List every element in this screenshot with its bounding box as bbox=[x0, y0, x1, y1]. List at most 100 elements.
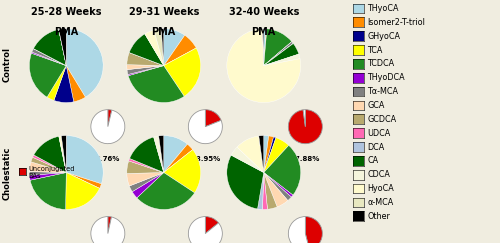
Wedge shape bbox=[164, 48, 200, 96]
Wedge shape bbox=[227, 155, 264, 209]
Wedge shape bbox=[306, 217, 322, 243]
Wedge shape bbox=[188, 110, 222, 144]
Wedge shape bbox=[264, 138, 288, 173]
Wedge shape bbox=[108, 110, 112, 127]
Wedge shape bbox=[62, 136, 66, 173]
Text: Tα-MCA: Tα-MCA bbox=[368, 87, 398, 96]
Wedge shape bbox=[47, 66, 66, 100]
Wedge shape bbox=[58, 29, 66, 66]
Wedge shape bbox=[303, 110, 306, 127]
Text: Control: Control bbox=[2, 47, 12, 82]
Text: PMA: PMA bbox=[252, 27, 276, 37]
Wedge shape bbox=[128, 66, 184, 103]
Wedge shape bbox=[264, 43, 294, 66]
Wedge shape bbox=[264, 29, 267, 66]
Text: CA: CA bbox=[368, 156, 378, 165]
Wedge shape bbox=[32, 155, 66, 173]
Text: 18.95%: 18.95% bbox=[190, 156, 220, 162]
Wedge shape bbox=[288, 217, 310, 243]
Wedge shape bbox=[264, 42, 294, 66]
Wedge shape bbox=[31, 157, 66, 173]
Wedge shape bbox=[34, 49, 66, 66]
Text: Unconjugated: Unconjugated bbox=[28, 166, 74, 172]
Wedge shape bbox=[264, 173, 293, 197]
Wedge shape bbox=[128, 158, 164, 173]
Text: GHyoCA: GHyoCA bbox=[368, 32, 400, 41]
Text: 29-31 Weeks: 29-31 Weeks bbox=[128, 7, 199, 17]
Wedge shape bbox=[258, 173, 264, 209]
Wedge shape bbox=[34, 155, 66, 173]
Wedge shape bbox=[164, 150, 192, 173]
Wedge shape bbox=[32, 49, 66, 66]
Text: 25-28 Weeks: 25-28 Weeks bbox=[31, 7, 102, 17]
Wedge shape bbox=[158, 136, 164, 173]
Text: GCA: GCA bbox=[368, 101, 385, 110]
Text: CDCA: CDCA bbox=[368, 170, 390, 179]
Wedge shape bbox=[30, 172, 66, 175]
Wedge shape bbox=[34, 49, 66, 66]
Wedge shape bbox=[264, 145, 300, 195]
Text: PMA: PMA bbox=[152, 27, 176, 37]
Wedge shape bbox=[264, 29, 292, 66]
Wedge shape bbox=[34, 49, 66, 66]
Wedge shape bbox=[59, 136, 66, 173]
Wedge shape bbox=[66, 29, 103, 97]
Wedge shape bbox=[127, 161, 164, 174]
Wedge shape bbox=[264, 43, 299, 66]
Wedge shape bbox=[137, 173, 194, 209]
Wedge shape bbox=[227, 29, 300, 103]
Wedge shape bbox=[66, 173, 102, 188]
Wedge shape bbox=[264, 136, 274, 173]
Wedge shape bbox=[32, 52, 66, 66]
Wedge shape bbox=[129, 52, 164, 66]
Wedge shape bbox=[288, 110, 322, 144]
Wedge shape bbox=[158, 136, 164, 173]
Wedge shape bbox=[128, 66, 164, 76]
Wedge shape bbox=[66, 173, 100, 188]
Wedge shape bbox=[34, 29, 66, 66]
Wedge shape bbox=[158, 136, 164, 173]
Text: DCA: DCA bbox=[368, 142, 385, 152]
Wedge shape bbox=[206, 217, 218, 234]
Wedge shape bbox=[66, 173, 100, 209]
Text: 32-40 Weeks: 32-40 Weeks bbox=[228, 7, 299, 17]
Wedge shape bbox=[129, 52, 164, 66]
Text: THyoCA: THyoCA bbox=[368, 4, 399, 13]
Wedge shape bbox=[264, 136, 268, 173]
Wedge shape bbox=[264, 173, 288, 207]
Wedge shape bbox=[262, 173, 268, 209]
Wedge shape bbox=[127, 65, 164, 70]
Text: HyoCA: HyoCA bbox=[368, 184, 394, 193]
Wedge shape bbox=[108, 217, 112, 234]
Wedge shape bbox=[30, 53, 66, 97]
Wedge shape bbox=[162, 29, 164, 66]
Wedge shape bbox=[164, 136, 188, 173]
Text: UDCA: UDCA bbox=[368, 129, 391, 138]
Wedge shape bbox=[264, 43, 294, 66]
Wedge shape bbox=[127, 52, 164, 66]
Wedge shape bbox=[127, 66, 164, 75]
Wedge shape bbox=[264, 29, 267, 66]
Text: Other: Other bbox=[368, 212, 390, 221]
Wedge shape bbox=[264, 173, 291, 200]
Wedge shape bbox=[54, 66, 74, 103]
Wedge shape bbox=[145, 34, 164, 66]
Wedge shape bbox=[264, 43, 294, 66]
Wedge shape bbox=[62, 136, 66, 173]
Wedge shape bbox=[91, 217, 125, 243]
Wedge shape bbox=[145, 30, 164, 66]
Wedge shape bbox=[259, 136, 264, 173]
Wedge shape bbox=[262, 29, 264, 66]
Wedge shape bbox=[132, 173, 164, 198]
Wedge shape bbox=[30, 162, 66, 173]
Wedge shape bbox=[264, 42, 292, 66]
Wedge shape bbox=[91, 110, 125, 144]
Text: TCA: TCA bbox=[368, 45, 383, 55]
Wedge shape bbox=[164, 29, 185, 66]
Wedge shape bbox=[58, 29, 66, 66]
Wedge shape bbox=[264, 137, 276, 173]
Text: 97.88%: 97.88% bbox=[290, 156, 320, 162]
Wedge shape bbox=[30, 173, 66, 209]
Wedge shape bbox=[264, 54, 300, 66]
Wedge shape bbox=[264, 43, 294, 66]
